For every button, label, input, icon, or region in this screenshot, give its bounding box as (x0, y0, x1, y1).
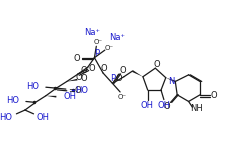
Text: HO: HO (6, 96, 19, 105)
Text: HO: HO (0, 113, 12, 122)
Text: O: O (163, 102, 170, 111)
Text: P: P (94, 49, 99, 58)
Text: OH: OH (157, 101, 170, 110)
Text: O: O (211, 91, 218, 100)
Text: NH: NH (191, 104, 203, 113)
Text: OH: OH (36, 113, 49, 122)
Text: O⁻: O⁻ (117, 94, 126, 100)
Text: HO: HO (75, 86, 88, 95)
Text: O: O (101, 64, 107, 73)
Text: Na⁺: Na⁺ (84, 28, 101, 37)
Text: O: O (74, 54, 81, 63)
Text: Na⁺: Na⁺ (109, 33, 125, 42)
Text: N: N (168, 77, 175, 86)
Text: O: O (116, 74, 122, 83)
Polygon shape (132, 70, 143, 77)
Text: O⁻: O⁻ (105, 45, 114, 51)
Text: O: O (76, 73, 83, 82)
Text: O: O (154, 60, 161, 69)
Text: O⁻: O⁻ (94, 38, 103, 44)
Text: P: P (110, 74, 115, 83)
Text: O: O (81, 74, 87, 83)
Polygon shape (67, 79, 78, 82)
Text: O: O (81, 66, 87, 75)
Polygon shape (166, 78, 176, 82)
Text: HO: HO (26, 82, 39, 91)
Polygon shape (46, 96, 56, 98)
Text: =O: =O (68, 86, 81, 95)
Text: OH: OH (140, 101, 153, 110)
Text: O: O (88, 64, 95, 73)
Text: OH: OH (63, 92, 76, 101)
Text: O: O (120, 66, 126, 75)
